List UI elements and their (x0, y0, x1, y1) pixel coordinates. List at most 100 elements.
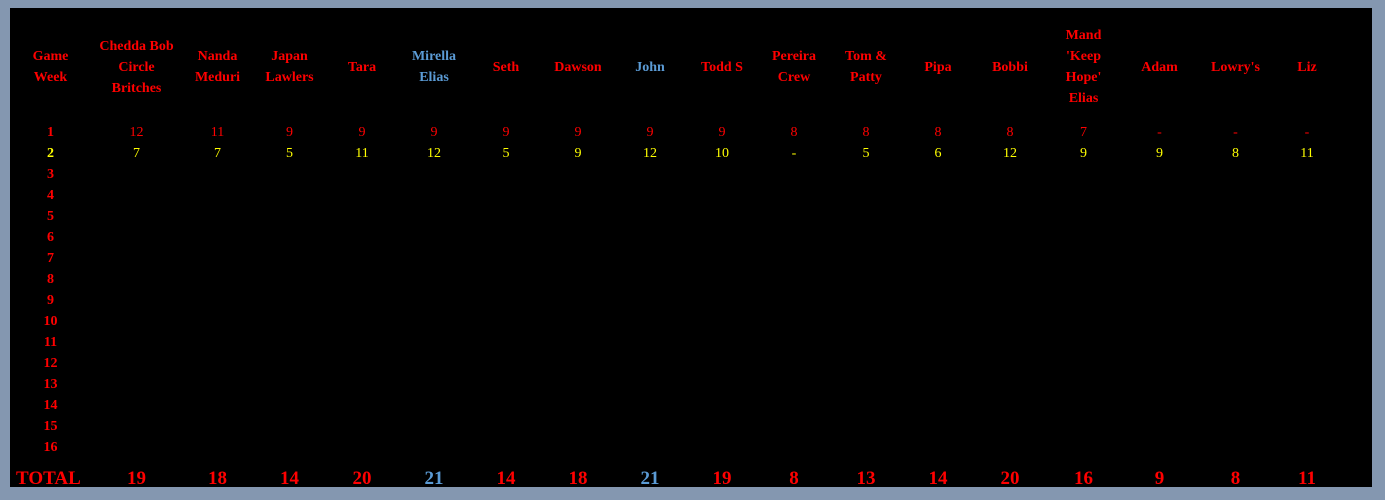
score-cell (614, 206, 686, 227)
score-cell (470, 374, 542, 395)
score-cell (542, 164, 614, 185)
week-row: 11 (10, 332, 1341, 353)
score-cell (1273, 311, 1341, 332)
score-cell (253, 353, 326, 374)
score-cell (182, 332, 253, 353)
score-cell (902, 353, 974, 374)
score-cell (902, 416, 974, 437)
score-cell (614, 437, 686, 458)
score-cell (253, 206, 326, 227)
score-cell (686, 332, 758, 353)
score-cell (974, 416, 1046, 437)
score-cell (758, 248, 830, 269)
score-cell (470, 437, 542, 458)
score-cell (758, 269, 830, 290)
score-cell (398, 353, 470, 374)
week-number: 3 (47, 167, 54, 182)
score-cell (91, 416, 182, 437)
score-cell (91, 269, 182, 290)
score-cell (830, 248, 902, 269)
player-name: Pereira Crew (771, 49, 817, 85)
score-cell (470, 164, 542, 185)
score-cell (326, 416, 398, 437)
score-cell (830, 437, 902, 458)
score-cell (1198, 353, 1273, 374)
score-cell: 6 (934, 146, 942, 161)
score-cell (902, 164, 974, 185)
score-cell (758, 437, 830, 458)
score-cell (182, 269, 253, 290)
score-cell (1046, 248, 1121, 269)
score-cell (614, 374, 686, 395)
score-cell (542, 290, 614, 311)
week-row: 2 7 7 5 11 12 5 9 12 10 - 5 6 12 9 9 8 11 (10, 143, 1341, 164)
score-cell (1198, 374, 1273, 395)
score-cell (902, 185, 974, 206)
score-cell (1046, 290, 1121, 311)
score-cell (91, 395, 182, 416)
week-number: 8 (47, 272, 54, 287)
score-cell (686, 374, 758, 395)
score-cell (1121, 332, 1198, 353)
score-cell (758, 416, 830, 437)
score-cell: 5 (862, 146, 870, 161)
score-cell (326, 332, 398, 353)
total-value: 18 (208, 468, 227, 489)
player-name: Liz (1297, 59, 1317, 75)
total-value: 8 (1230, 468, 1241, 489)
header-player: Tara (326, 20, 398, 114)
score-cell (614, 290, 686, 311)
score-cell (1273, 206, 1341, 227)
score-cell (182, 353, 253, 374)
header-player: Japan Lawlers (253, 20, 326, 114)
score-cell (974, 269, 1046, 290)
score-cell (253, 248, 326, 269)
score-cell: 11 (1300, 146, 1314, 161)
score-cell (1121, 227, 1198, 248)
total-value: 11 (1298, 468, 1316, 489)
score-cell (902, 374, 974, 395)
score-cell: 8 (1006, 125, 1014, 140)
week-row: 7 (10, 248, 1341, 269)
score-cell (1273, 332, 1341, 353)
score-cell (182, 311, 253, 332)
score-cell (1121, 206, 1198, 227)
score-cell (326, 437, 398, 458)
score-cell (1046, 227, 1121, 248)
score-cell (614, 353, 686, 374)
score-cell (830, 374, 902, 395)
score-cell (974, 290, 1046, 311)
total-value: 20 (1000, 468, 1020, 489)
score-cell: 9 (646, 125, 654, 140)
score-cell (614, 269, 686, 290)
score-cell (686, 437, 758, 458)
score-cell: 7 (214, 146, 221, 161)
score-cell (614, 164, 686, 185)
score-cell (326, 374, 398, 395)
score-cell (398, 290, 470, 311)
score-cell (614, 416, 686, 437)
header-player: Pipa (902, 20, 974, 114)
score-cell (686, 269, 758, 290)
score-cell (253, 290, 326, 311)
score-cell (398, 269, 470, 290)
score-cell (182, 290, 253, 311)
week-row: 12 (10, 353, 1341, 374)
total-value: 21 (424, 468, 444, 489)
header-player: Todd S (686, 20, 758, 114)
week-row: 3 (10, 164, 1341, 185)
week-number: 5 (47, 209, 54, 224)
score-cell (1121, 395, 1198, 416)
score-cell (470, 353, 542, 374)
score-cell (253, 416, 326, 437)
score-cell (1046, 353, 1121, 374)
score-cell (398, 248, 470, 269)
week-number: 10 (43, 314, 58, 329)
score-cell (470, 248, 542, 269)
week-number: 13 (43, 377, 58, 392)
score-cell (253, 185, 326, 206)
week-number: 1 (47, 125, 54, 140)
score-cell (1273, 185, 1341, 206)
score-cell (1198, 332, 1273, 353)
score-cell (182, 227, 253, 248)
